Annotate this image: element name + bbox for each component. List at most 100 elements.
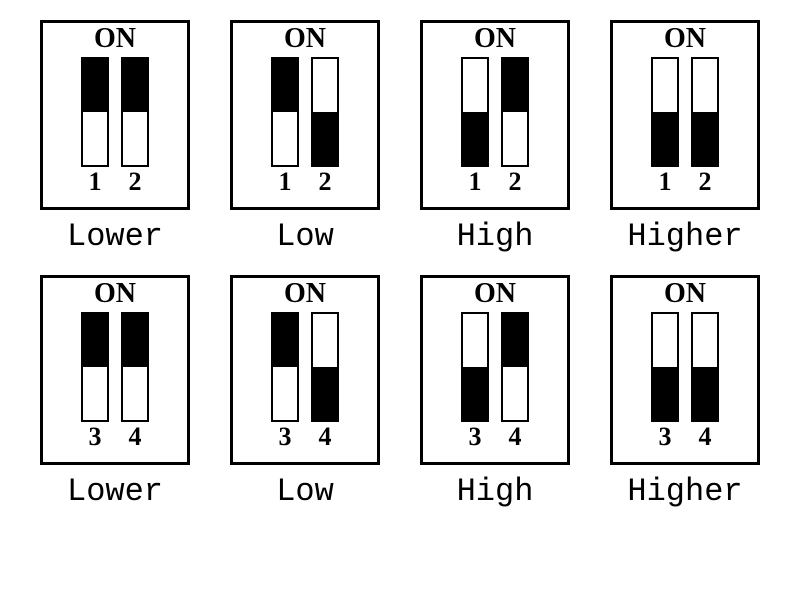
dip-switch (501, 57, 529, 167)
dip-switch (121, 57, 149, 167)
dip-switch (311, 57, 339, 167)
switches-container: 34 (81, 312, 149, 450)
dip-row-0: ON12LowerON12LowON12HighON12Higher (30, 20, 770, 255)
switch-column-2: 2 (121, 57, 149, 195)
switch-fill (693, 112, 717, 165)
switch-number: 4 (319, 424, 332, 450)
switch-column-2: 2 (501, 57, 529, 195)
switches-container: 34 (651, 312, 719, 450)
switch-number: 1 (279, 169, 292, 195)
switch-column-2: 4 (501, 312, 529, 450)
dip-unit-high: ON34High (410, 275, 580, 510)
switch-fill (463, 112, 487, 165)
dip-switch (81, 57, 109, 167)
dip-switch (271, 312, 299, 422)
level-label: Low (276, 473, 334, 510)
dip-switch (311, 312, 339, 422)
switch-number: 4 (699, 424, 712, 450)
switch-column-2: 2 (691, 57, 719, 195)
switch-fill (123, 314, 147, 367)
on-label: ON (474, 280, 516, 308)
switch-number: 1 (89, 169, 102, 195)
dip-unit-lower: ON 1 2 Lower (30, 20, 200, 255)
level-label: High (457, 473, 534, 510)
dip-unit-low: ON12Low (220, 20, 390, 255)
on-label: ON (94, 280, 136, 308)
switches-container: 34 (461, 312, 529, 450)
switch-column-1: 1 (81, 57, 109, 195)
on-label: ON (474, 25, 516, 53)
dip-unit-higher: ON34Higher (600, 275, 770, 510)
on-label: ON (664, 25, 706, 53)
dip-box: ON 1 2 (40, 20, 190, 210)
dip-box: ON12 (610, 20, 760, 210)
dip-switch (501, 312, 529, 422)
on-label: ON (94, 25, 136, 53)
dip-switch (121, 312, 149, 422)
dip-box: ON12 (230, 20, 380, 210)
switch-fill (273, 59, 297, 112)
level-label: Lower (67, 218, 163, 255)
dip-switch (691, 312, 719, 422)
switch-column-2: 4 (121, 312, 149, 450)
dip-switch-diagram: ON12LowerON12LowON12HighON12HigherON34Lo… (30, 20, 770, 510)
switch-number: 2 (129, 169, 142, 195)
switch-column-1: 1 (651, 57, 679, 195)
dip-box: ON34 (610, 275, 760, 465)
switch-column-1: 3 (461, 312, 489, 450)
switch-fill (503, 59, 527, 112)
switch-fill (83, 59, 107, 112)
switches-container: 12 (651, 57, 719, 195)
switch-fill (123, 59, 147, 112)
switch-number: 3 (659, 424, 672, 450)
switch-number: 2 (699, 169, 712, 195)
on-label: ON (664, 280, 706, 308)
level-label: Low (276, 218, 334, 255)
switch-column-1: 3 (651, 312, 679, 450)
level-label: High (457, 218, 534, 255)
switch-fill (653, 112, 677, 165)
switch-column-1: 1 (461, 57, 489, 195)
switch-number: 4 (509, 424, 522, 450)
switches-container: 12 (271, 57, 339, 195)
switch-number: 4 (129, 424, 142, 450)
dip-switch (461, 57, 489, 167)
switch-column-2: 4 (691, 312, 719, 450)
switches-container: 12 (461, 57, 529, 195)
dip-unit-lower: ON 34 Lower (30, 275, 200, 510)
dip-box: ON34 (230, 275, 380, 465)
dip-switch (271, 57, 299, 167)
dip-row-1: ON34LowerON34LowON34HighON34Higher (30, 275, 770, 510)
switch-fill (653, 367, 677, 420)
switch-fill (313, 112, 337, 165)
dip-box: ON 34 (40, 275, 190, 465)
switch-number: 2 (319, 169, 332, 195)
level-label: Lower (67, 473, 163, 510)
dip-unit-high: ON12High (410, 20, 580, 255)
switch-fill (503, 314, 527, 367)
switch-column-2: 2 (311, 57, 339, 195)
switches-container: 34 (271, 312, 339, 450)
switch-fill (463, 367, 487, 420)
level-label: Higher (627, 473, 742, 510)
switch-column-1: 1 (271, 57, 299, 195)
switch-number: 3 (469, 424, 482, 450)
dip-switch (651, 57, 679, 167)
switch-number: 1 (469, 169, 482, 195)
switch-column-1: 3 (271, 312, 299, 450)
dip-switch (461, 312, 489, 422)
dip-box: ON12 (420, 20, 570, 210)
on-label: ON (284, 25, 326, 53)
switch-fill (83, 314, 107, 367)
on-label: ON (284, 280, 326, 308)
switch-fill (693, 367, 717, 420)
level-label: Higher (627, 218, 742, 255)
switch-number: 1 (659, 169, 672, 195)
dip-box: ON34 (420, 275, 570, 465)
dip-switch (81, 312, 109, 422)
dip-unit-higher: ON12Higher (600, 20, 770, 255)
switch-number: 3 (279, 424, 292, 450)
switch-number: 2 (509, 169, 522, 195)
switch-column-1: 3 (81, 312, 109, 450)
dip-unit-low: ON34Low (220, 275, 390, 510)
